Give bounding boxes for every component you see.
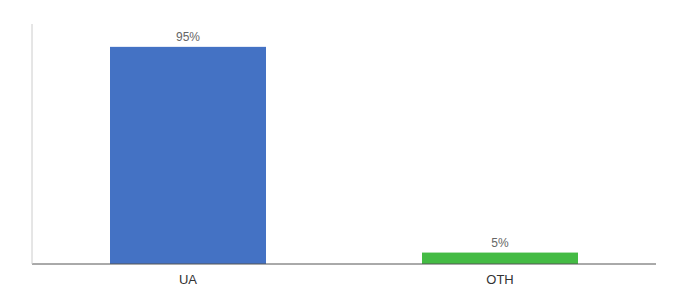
data-label: 95% — [176, 30, 200, 44]
bar — [110, 47, 266, 264]
bar — [422, 253, 578, 264]
bars — [110, 47, 578, 264]
y-axis-line — [32, 24, 33, 264]
chart-container: 95% 5% UA OTH — [0, 0, 680, 300]
x-axis-line — [32, 264, 656, 265]
data-label: 5% — [491, 236, 509, 250]
x-tick-label: UA — [179, 272, 197, 287]
x-tick-label: OTH — [486, 272, 513, 287]
chart-svg: 95% 5% UA OTH — [0, 0, 680, 300]
